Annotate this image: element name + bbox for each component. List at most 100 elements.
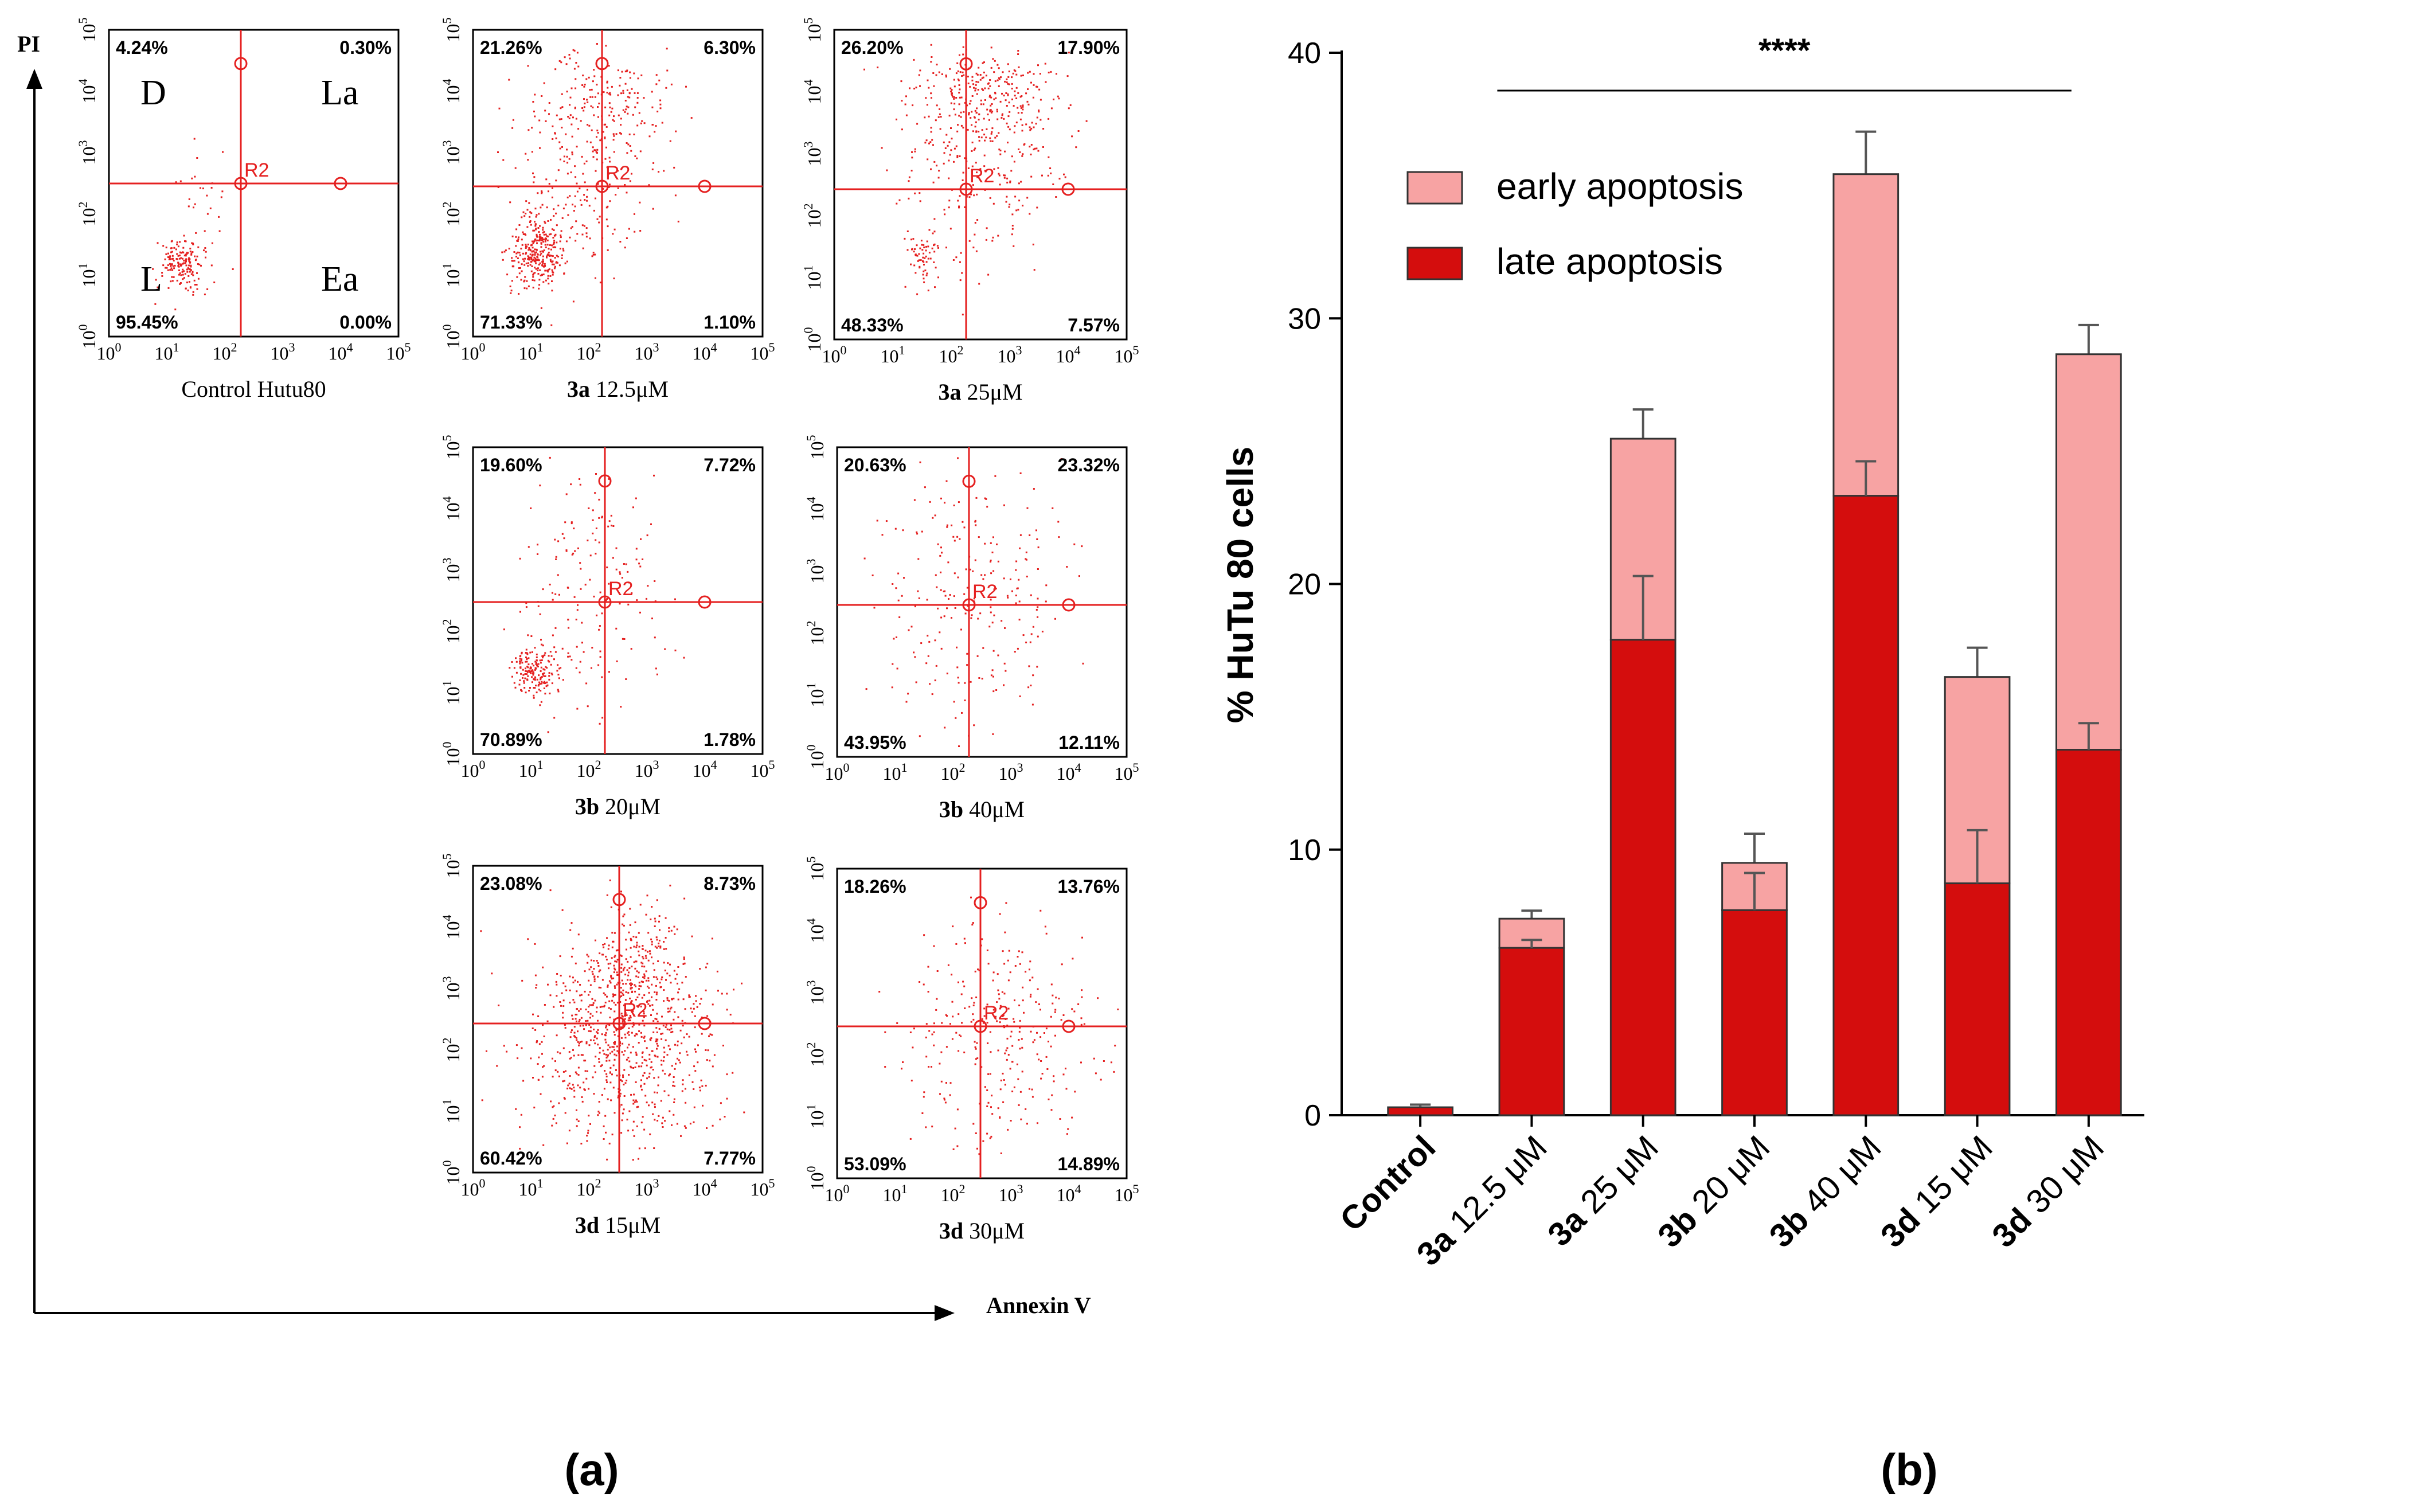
event-dot xyxy=(556,1034,558,1037)
event-dot xyxy=(940,116,942,118)
event-dot xyxy=(1032,674,1034,677)
event-dot xyxy=(576,1008,579,1010)
event-dot xyxy=(628,1074,630,1076)
gate-top-handle[interactable] xyxy=(234,57,248,71)
event-dot xyxy=(1066,75,1069,77)
gate-right-handle[interactable] xyxy=(1062,598,1076,612)
bar-late-apoptosis[interactable] xyxy=(1498,947,1565,1116)
event-dot xyxy=(538,236,541,238)
gate-top-handle[interactable] xyxy=(612,893,626,907)
bar-early-apoptosis[interactable] xyxy=(1832,173,1900,497)
event-dot xyxy=(992,650,995,652)
event-dot xyxy=(501,251,503,253)
event-dot xyxy=(986,1022,988,1024)
event-dot xyxy=(586,200,588,202)
bar-late-apoptosis[interactable] xyxy=(1721,909,1788,1116)
event-dot xyxy=(1013,1086,1015,1088)
event-dot xyxy=(992,58,994,60)
gate-center-handle[interactable] xyxy=(959,182,973,196)
event-dot xyxy=(539,485,541,487)
event-dot xyxy=(553,208,555,210)
event-dot xyxy=(1015,602,1017,604)
y-tick-label: 0 xyxy=(1304,1099,1321,1132)
event-dot xyxy=(557,690,560,693)
event-dot xyxy=(579,984,581,986)
event-dot xyxy=(562,1070,565,1073)
gate-top-handle[interactable] xyxy=(595,57,609,71)
event-dot xyxy=(182,274,184,276)
event-dot xyxy=(633,946,635,948)
event-dot xyxy=(530,1057,532,1060)
event-dot xyxy=(579,671,581,674)
event-dot xyxy=(993,168,995,170)
event-dot xyxy=(1001,620,1003,622)
gate-center-handle[interactable] xyxy=(598,595,612,609)
event-dot xyxy=(547,983,549,986)
event-dot xyxy=(634,990,636,993)
gate-right-handle[interactable] xyxy=(698,179,712,193)
bar-late-apoptosis[interactable] xyxy=(2055,749,2122,1116)
event-dot xyxy=(674,933,676,935)
event-dot xyxy=(548,248,550,250)
event-dot xyxy=(923,244,925,246)
event-dot xyxy=(632,114,634,116)
gate-center-handle[interactable] xyxy=(962,598,976,612)
quadrant-tl-percent: 26.20% xyxy=(841,37,904,58)
event-dot xyxy=(669,974,671,976)
event-dot xyxy=(570,659,573,661)
bar-late-apoptosis[interactable] xyxy=(1944,882,2011,1116)
bar-late-apoptosis[interactable] xyxy=(1609,639,1676,1116)
event-dot xyxy=(649,1038,651,1041)
event-dot xyxy=(1053,1080,1055,1083)
gate-right-handle[interactable] xyxy=(1061,182,1075,196)
event-dot xyxy=(536,242,538,244)
bar-late-apoptosis[interactable] xyxy=(1832,495,1900,1116)
x-log-exponent: 4 xyxy=(1075,760,1081,775)
gate-right-handle[interactable] xyxy=(1062,1019,1076,1033)
event-dot xyxy=(503,1045,505,1047)
event-dot xyxy=(608,173,610,175)
event-dot xyxy=(570,1057,572,1059)
event-dot xyxy=(733,989,734,991)
bar-late-apoptosis[interactable] xyxy=(1387,1106,1453,1116)
gate-center-handle[interactable] xyxy=(234,177,248,190)
event-dot xyxy=(1023,1011,1025,1014)
event-dot xyxy=(640,1036,643,1038)
event-dot xyxy=(569,989,571,991)
event-dot xyxy=(998,149,1001,151)
quadrant-br-percent: 7.77% xyxy=(704,1148,756,1169)
event-dot xyxy=(536,236,538,238)
gate-top-handle[interactable] xyxy=(959,57,973,71)
gate-top-handle[interactable] xyxy=(598,474,612,488)
event-dot xyxy=(544,681,546,683)
event-dot xyxy=(587,124,589,126)
event-dot xyxy=(927,991,929,993)
event-dot xyxy=(617,1035,619,1037)
event-dot xyxy=(987,114,989,116)
gate-center-handle[interactable] xyxy=(595,179,609,193)
event-dot xyxy=(627,1046,628,1049)
event-dot xyxy=(559,1052,561,1054)
event-dot xyxy=(593,968,595,970)
gate-right-handle[interactable] xyxy=(334,177,347,190)
y-log-exponent: 3 xyxy=(440,140,454,147)
event-dot xyxy=(534,974,537,976)
bar-early-apoptosis[interactable] xyxy=(2055,353,2122,751)
event-dot xyxy=(616,1045,618,1048)
event-dot xyxy=(581,622,583,624)
event-dot xyxy=(1029,960,1031,963)
gate-right-handle[interactable] xyxy=(698,595,712,609)
event-dot xyxy=(658,939,661,941)
gate-center-handle[interactable] xyxy=(612,1017,626,1030)
event-dot xyxy=(606,1029,608,1031)
gate-center-handle[interactable] xyxy=(974,1019,987,1033)
event-dot xyxy=(562,208,565,210)
gate-top-handle[interactable] xyxy=(962,474,976,488)
event-dot xyxy=(651,983,653,986)
event-dot xyxy=(1026,197,1029,199)
event-dot xyxy=(1013,1021,1015,1023)
event-dot xyxy=(994,92,996,95)
gate-right-handle[interactable] xyxy=(698,1017,712,1030)
gate-top-handle[interactable] xyxy=(974,896,987,909)
event-dot xyxy=(978,677,980,679)
